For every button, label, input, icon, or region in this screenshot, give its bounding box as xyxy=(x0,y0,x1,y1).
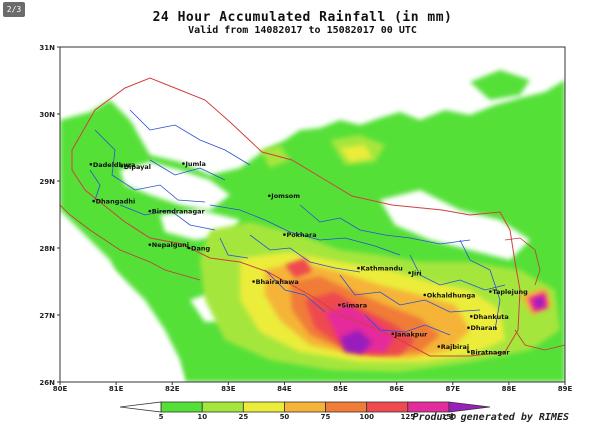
place-label: Pokhara xyxy=(286,231,316,239)
map-title: 24 Hour Accumulated Rainfall (in mm) xyxy=(152,10,453,25)
page-counter-badge: 2/3 xyxy=(3,2,25,17)
place-marker xyxy=(120,164,124,168)
lon-tick-label: 84E xyxy=(277,385,292,393)
lon-tick-label: 82E xyxy=(165,385,180,393)
place-marker xyxy=(489,290,492,293)
lon-tick-label: 88E xyxy=(502,385,517,393)
legend-swatch xyxy=(325,401,368,413)
lon-tick-label: 87E xyxy=(446,385,461,393)
place-marker xyxy=(467,350,470,354)
legend-swatch xyxy=(242,401,285,413)
lat-tick-label: 26N xyxy=(39,379,55,387)
legend-tick-label: 100 xyxy=(359,413,374,421)
place-label: Taplejung xyxy=(492,288,528,296)
latitude-axis: 31N 30N 29N 28N 27N 26N xyxy=(39,44,60,387)
legend-swatch xyxy=(366,401,409,413)
legend-tick-label: 125 xyxy=(400,413,415,421)
place-marker xyxy=(437,345,441,348)
legend-swatch xyxy=(119,401,162,413)
place-marker xyxy=(182,162,185,165)
legend-swatch xyxy=(160,401,203,413)
place-label: Simara xyxy=(341,301,367,309)
color-legend: 5 10 25 50 75 100 125 150 xyxy=(119,401,491,421)
place-label: Nepalgunj xyxy=(152,241,189,249)
place-marker xyxy=(408,271,411,275)
place-label: Jomsom xyxy=(270,192,300,200)
lat-tick-label: 30N xyxy=(39,111,55,119)
place-marker xyxy=(467,326,470,330)
longitude-axis: 80E 81E 82E 83E 84E 85E 86E 87E 88E 89E xyxy=(53,382,573,393)
lon-tick-label: 89E xyxy=(558,385,573,393)
legend-tick-label: 10 xyxy=(197,413,207,421)
neighbour-borders xyxy=(60,204,565,351)
lat-tick-label: 27N xyxy=(39,312,55,320)
place-label: Jumla xyxy=(184,160,205,168)
lon-tick-label: 83E xyxy=(221,385,236,393)
place-marker xyxy=(391,332,395,336)
legend-tick-label: 25 xyxy=(238,413,248,421)
place-label: Kathmandu xyxy=(361,265,404,273)
place-label: Dang xyxy=(191,245,210,253)
place-label: Rajbiraj xyxy=(441,343,469,351)
place-label: Bhairahawa xyxy=(256,278,299,286)
district-borders xyxy=(89,109,506,336)
legend-swatch xyxy=(284,401,326,413)
place-marker xyxy=(283,233,286,236)
place-marker xyxy=(148,209,152,213)
legend-tick-label: 50 xyxy=(280,413,290,421)
place-label: Biratnagar xyxy=(470,348,510,356)
place-marker xyxy=(148,243,152,246)
legend-swatch xyxy=(407,401,450,413)
lon-tick-label: 80E xyxy=(53,385,68,393)
legend-tick-label: 150 xyxy=(442,413,457,421)
legend-tick-label: 5 xyxy=(159,413,164,421)
place-label: Janakpur xyxy=(394,330,428,338)
place-label: Dharan xyxy=(470,324,497,332)
place-label: Dipayal xyxy=(124,163,151,171)
legend-tick-label: 75 xyxy=(321,413,331,421)
rainfall-purple-field xyxy=(340,297,544,354)
place-marker xyxy=(423,293,427,297)
legend-swatch xyxy=(448,401,491,413)
place-marker xyxy=(187,246,191,250)
lat-tick-label: 28N xyxy=(39,245,55,253)
place-label: Dadeldhura xyxy=(93,161,136,169)
place-label: Okhaldhunga xyxy=(427,291,476,299)
lon-tick-label: 86E xyxy=(389,385,404,393)
place-marker xyxy=(357,266,360,270)
nepal-border xyxy=(71,77,521,357)
lat-tick-label: 31N xyxy=(39,44,55,52)
place-label: Birendranagar xyxy=(152,208,206,216)
rainfall-white-gaps xyxy=(60,162,530,382)
place-label: Jiri xyxy=(411,269,422,277)
place-marker xyxy=(267,194,271,198)
lon-tick-label: 81E xyxy=(109,385,124,393)
lat-tick-label: 29N xyxy=(39,178,55,186)
legend-swatch xyxy=(201,401,244,413)
lon-tick-label: 85E xyxy=(333,385,348,393)
place-label: Dhankuta xyxy=(473,313,508,321)
map-frame xyxy=(59,46,566,383)
map-subtitle: Valid from 14082017 to 15082017 00 UTC xyxy=(188,25,417,36)
credit-text: Product generated by RIMES xyxy=(412,412,569,423)
place-marker xyxy=(89,162,93,166)
place-marker xyxy=(252,280,255,283)
place-marker xyxy=(469,315,473,318)
place-label: Dhangadhi xyxy=(96,198,136,206)
place-marker xyxy=(92,199,95,203)
place-marker xyxy=(338,303,341,307)
